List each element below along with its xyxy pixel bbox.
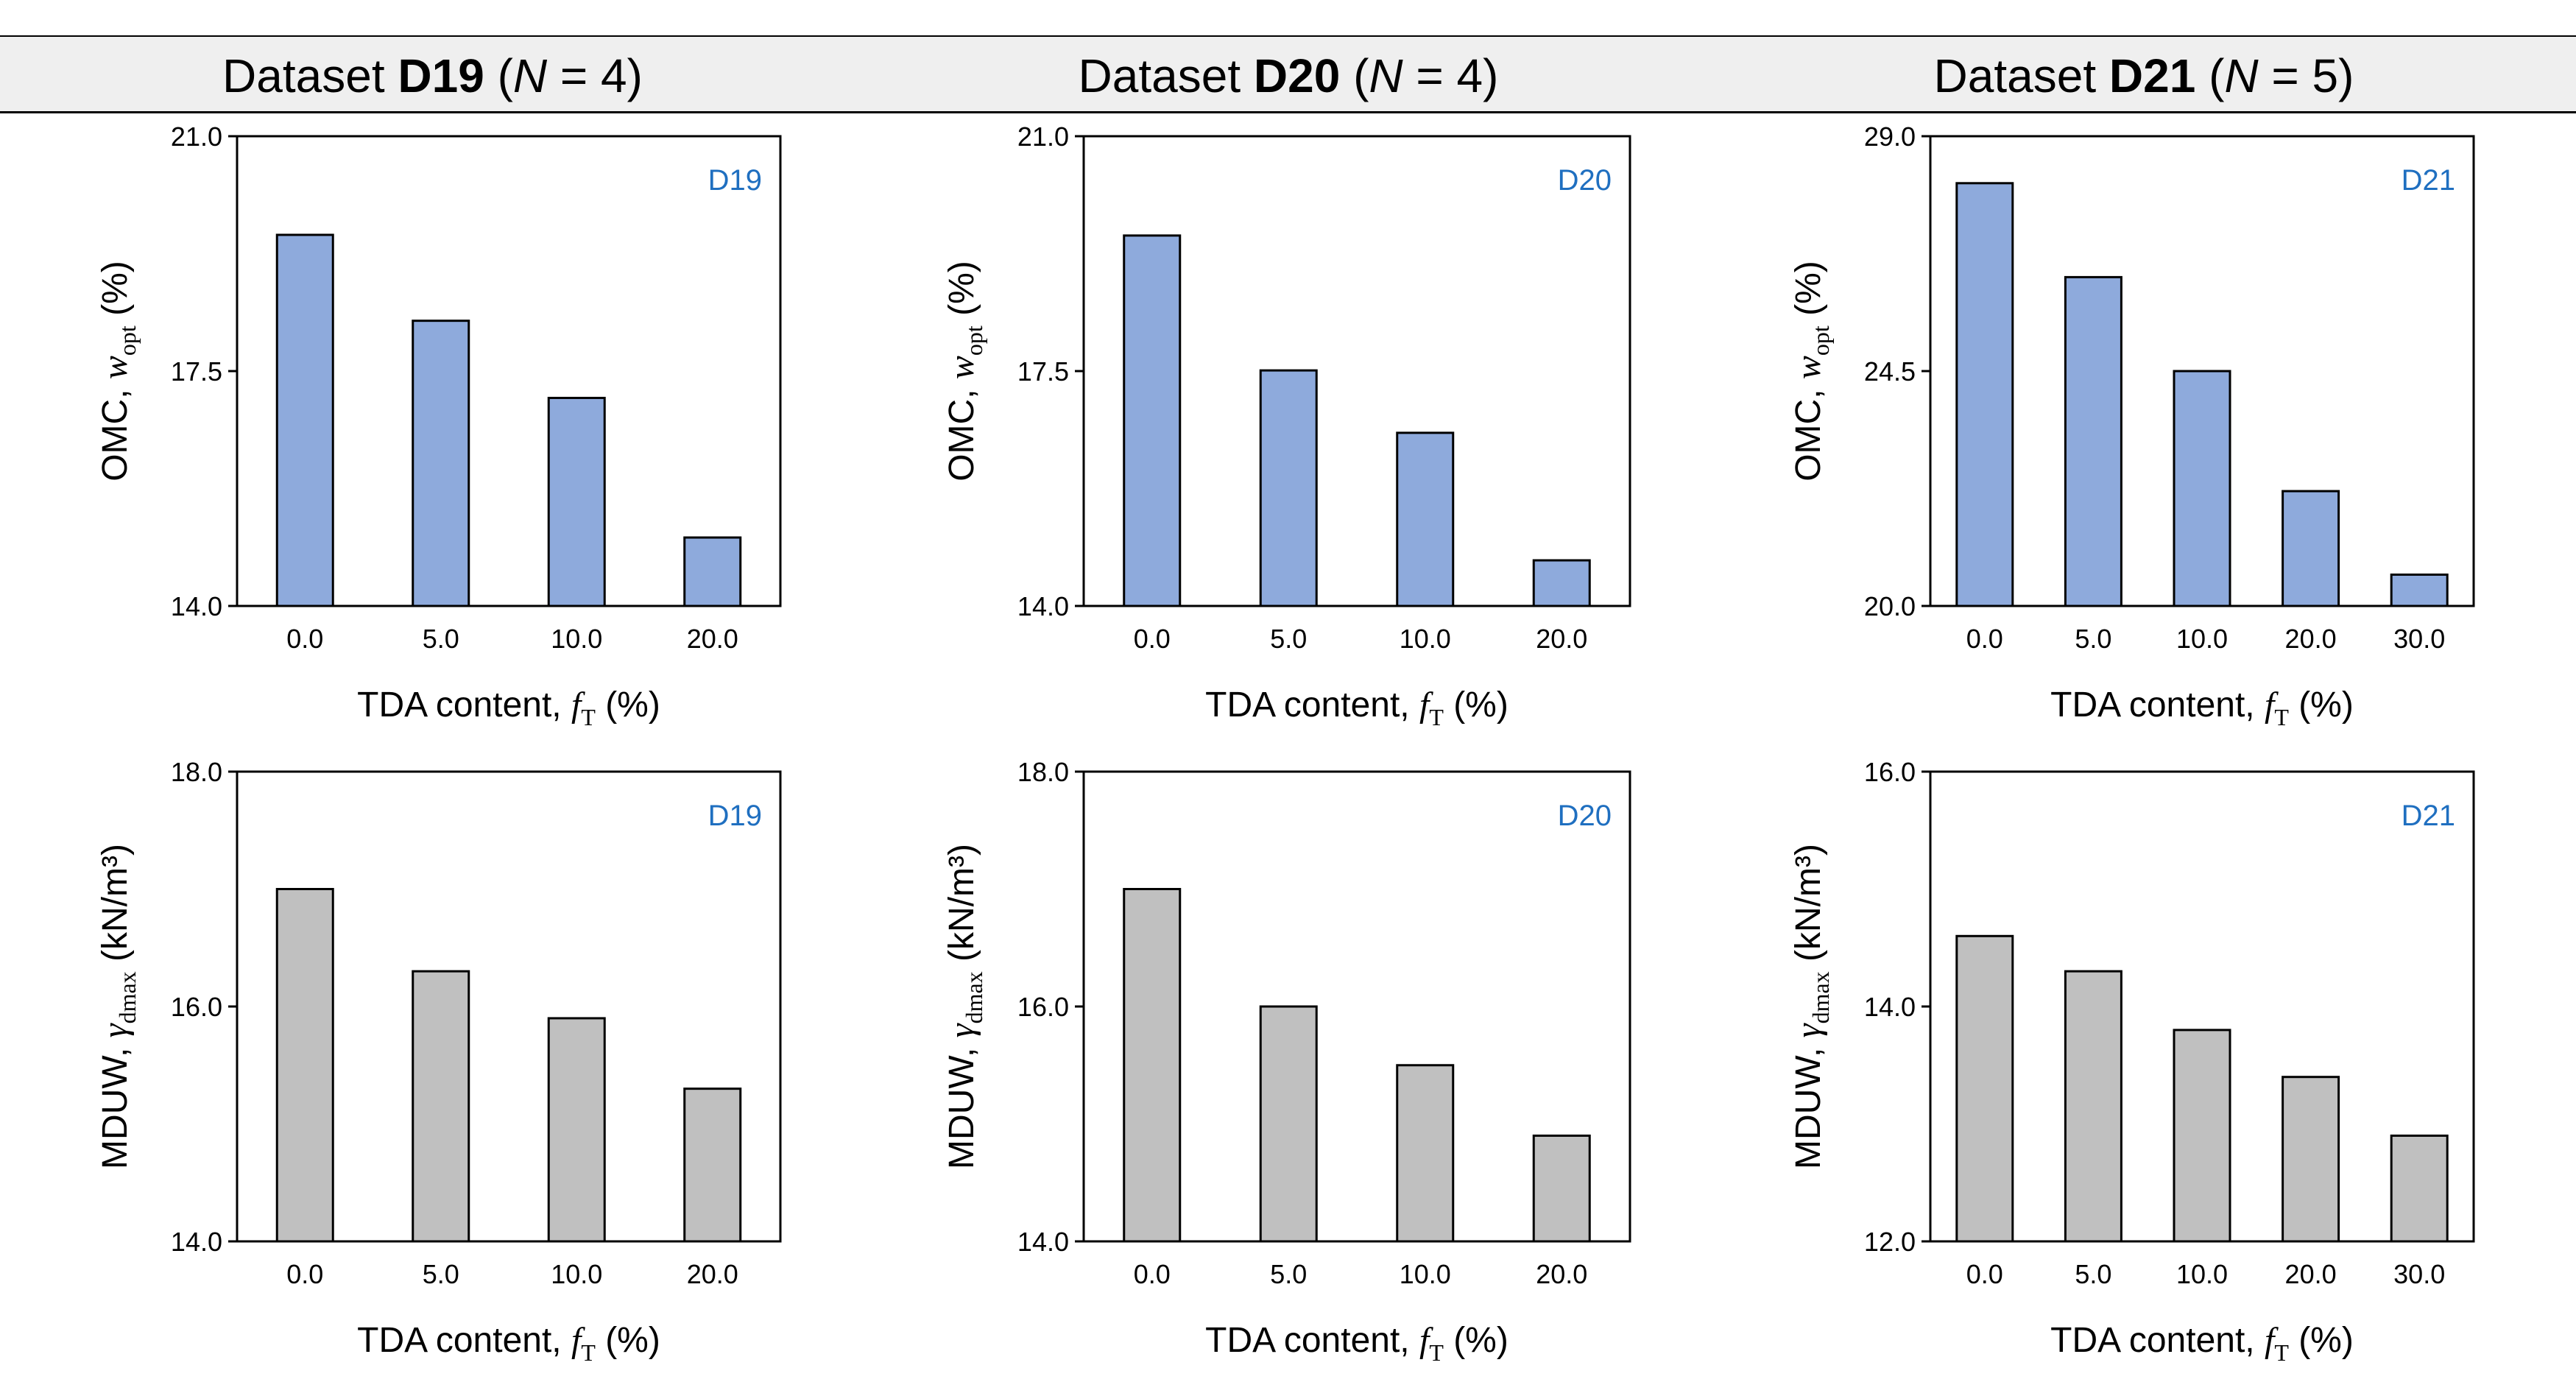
- y-tick-label: 18.0: [1017, 757, 1069, 787]
- bar-10.0: [1396, 431, 1455, 607]
- bar-0.0: [1955, 934, 2014, 1243]
- dataset-title-d19: Dataset D19 (N = 4): [222, 49, 643, 102]
- bar-5.0: [1259, 1005, 1318, 1243]
- x-tick-label: 10.0: [2176, 624, 2228, 654]
- bar-20.0: [1532, 559, 1591, 607]
- bar-10.0: [547, 396, 606, 607]
- x-tick-label: 30.0: [2393, 1259, 2445, 1289]
- x-tick-label: 0.0: [286, 624, 323, 654]
- bar-0.0: [275, 888, 334, 1243]
- bar-20.0: [2282, 1076, 2340, 1243]
- chart-panel-D21-mduw: 0.0 5.0 10.0 20.0 30.0 12.0 14.0 16.0 D21 TDA con…: [1789, 757, 2475, 1366]
- x-tick-label: 30.0: [2393, 624, 2445, 654]
- x-axis-title: TDA content, fT (%): [1205, 1321, 1508, 1366]
- bar-0.0: [1955, 182, 2014, 607]
- x-axis-title: TDA content, fT (%): [2050, 685, 2354, 730]
- x-tick-label: 5.0: [423, 1259, 459, 1289]
- y-tick-label: 12.0: [1864, 1227, 1916, 1257]
- x-tick-label: 10.0: [551, 1259, 602, 1289]
- y-tick-label: 16.0: [171, 992, 222, 1022]
- bar-5.0: [2064, 970, 2122, 1243]
- bar-20.0: [683, 536, 742, 607]
- header-band: [0, 35, 2576, 113]
- y-tick-label: 14.0: [171, 591, 222, 621]
- bar-20.0: [1532, 1134, 1591, 1243]
- y-tick-label: 24.5: [1864, 356, 1916, 387]
- y-tick-label: 29.0: [1864, 121, 1916, 152]
- x-tick-label: 10.0: [2176, 1259, 2228, 1289]
- dataset-title-d21: Dataset D21 (N = 5): [1933, 49, 2354, 102]
- x-axis-title: TDA content, fT (%): [2050, 1321, 2354, 1366]
- y-axis-title: OMC, wopt (%): [942, 261, 987, 482]
- x-axis-title: TDA content, fT (%): [1205, 685, 1508, 730]
- x-tick-label: 10.0: [551, 624, 602, 654]
- y-tick-label: 21.0: [171, 121, 222, 152]
- x-tick-label: 5.0: [423, 624, 459, 654]
- x-tick-label: 0.0: [286, 1259, 323, 1289]
- x-tick-label: 0.0: [1134, 624, 1171, 654]
- y-tick-label: 20.0: [1864, 591, 1916, 621]
- x-tick-label: 20.0: [1536, 1259, 1587, 1289]
- x-axis-title: TDA content, fT (%): [357, 1321, 660, 1366]
- bar-30.0: [2390, 1134, 2449, 1243]
- bar-5.0: [412, 320, 470, 607]
- dataset-tag: D20: [1558, 800, 1612, 832]
- bar-10.0: [547, 1017, 606, 1243]
- bar-30.0: [2390, 573, 2449, 607]
- bar-20.0: [683, 1087, 742, 1243]
- bar-5.0: [1259, 369, 1318, 607]
- x-tick-label: 20.0: [2285, 624, 2337, 654]
- x-tick-label: 5.0: [1270, 624, 1307, 654]
- y-axis-title: OMC, wopt (%): [96, 261, 141, 482]
- x-tick-label: 20.0: [2285, 1259, 2337, 1289]
- chart-panel-D19-mduw: 0.0 5.0 10.0 20.0 14.0 16.0 18.0 D19 TDA content…: [96, 757, 782, 1366]
- x-tick-label: 5.0: [2075, 624, 2111, 654]
- bar-0.0: [1123, 234, 1182, 607]
- y-tick-label: 17.5: [171, 356, 222, 387]
- chart-panel-D20-omc: 0.0 5.0 10.0 20.0 14.0 17.5 21.0 D20 TDA content…: [942, 121, 1631, 730]
- bar-5.0: [412, 970, 470, 1243]
- y-tick-label: 16.0: [1864, 757, 1916, 787]
- x-axis-title: TDA content, fT (%): [357, 685, 660, 730]
- dataset-tag: D19: [708, 164, 762, 197]
- x-tick-label: 0.0: [1966, 1259, 2003, 1289]
- y-axis-title: OMC, wopt (%): [1789, 261, 1834, 482]
- x-tick-label: 5.0: [2075, 1259, 2111, 1289]
- dataset-title-d20: Dataset D20 (N = 4): [1078, 49, 1499, 102]
- bar-5.0: [2064, 275, 2122, 607]
- x-tick-label: 20.0: [687, 624, 738, 654]
- bar-10.0: [2173, 1029, 2231, 1243]
- y-axis-title: MDUW, γdmax (kN/m³): [1789, 844, 1834, 1169]
- x-tick-label: 0.0: [1966, 624, 2003, 654]
- bar-0.0: [275, 233, 334, 607]
- y-axis-title: MDUW, γdmax (kN/m³): [96, 844, 141, 1169]
- x-tick-label: 0.0: [1134, 1259, 1171, 1289]
- bar-20.0: [2282, 490, 2340, 607]
- chart-panel-D21-omc: 0.0 5.0 10.0 20.0 30.0 20.0 24.5 29.0 D21 TDA con…: [1789, 121, 2475, 730]
- x-tick-label: 20.0: [1536, 624, 1587, 654]
- y-tick-label: 14.0: [171, 1227, 222, 1257]
- y-tick-label: 16.0: [1017, 992, 1069, 1022]
- bar-0.0: [1123, 888, 1182, 1243]
- bar-10.0: [1396, 1064, 1455, 1243]
- y-tick-label: 14.0: [1864, 992, 1916, 1022]
- y-tick-label: 14.0: [1017, 591, 1069, 621]
- dataset-tag: D20: [1558, 164, 1612, 197]
- y-axis-title: MDUW, γdmax (kN/m³): [942, 844, 987, 1169]
- bar-10.0: [2173, 370, 2231, 607]
- x-tick-label: 10.0: [1400, 624, 1451, 654]
- chart-panel-D19-omc: 0.0 5.0 10.0 20.0 14.0 17.5 21.0 D19 TDA content…: [96, 121, 782, 730]
- y-tick-label: 18.0: [171, 757, 222, 787]
- x-tick-label: 10.0: [1400, 1259, 1451, 1289]
- chart-panel-D20-mduw: 0.0 5.0 10.0 20.0 14.0 16.0 18.0 D20 TDA content…: [942, 757, 1631, 1366]
- x-tick-label: 5.0: [1270, 1259, 1307, 1289]
- y-tick-label: 14.0: [1017, 1227, 1069, 1257]
- dataset-tag: D19: [708, 800, 762, 832]
- dataset-tag: D21: [2402, 800, 2455, 832]
- x-tick-label: 20.0: [687, 1259, 738, 1289]
- y-tick-label: 21.0: [1017, 121, 1069, 152]
- dataset-tag: D21: [2402, 164, 2455, 197]
- y-tick-label: 17.5: [1017, 356, 1069, 387]
